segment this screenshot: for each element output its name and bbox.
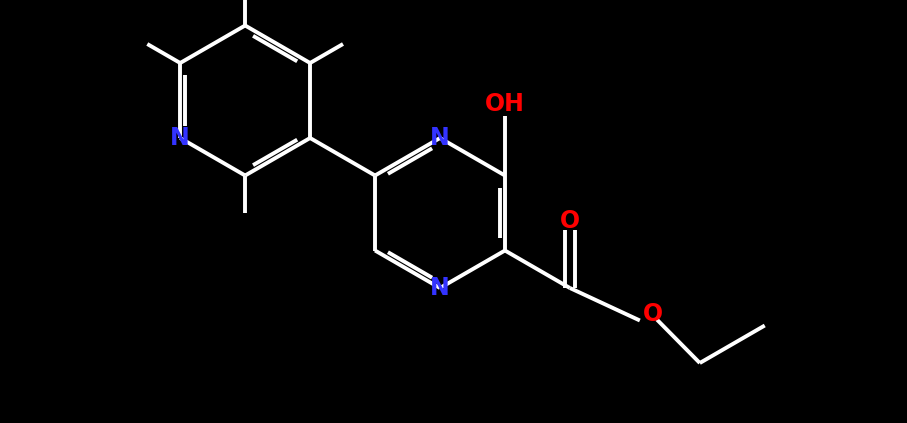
Text: N: N bbox=[430, 276, 450, 300]
Text: OH: OH bbox=[485, 92, 525, 116]
Text: O: O bbox=[560, 209, 580, 233]
Text: N: N bbox=[171, 126, 190, 150]
Text: N: N bbox=[430, 126, 450, 150]
Text: O: O bbox=[643, 302, 663, 326]
